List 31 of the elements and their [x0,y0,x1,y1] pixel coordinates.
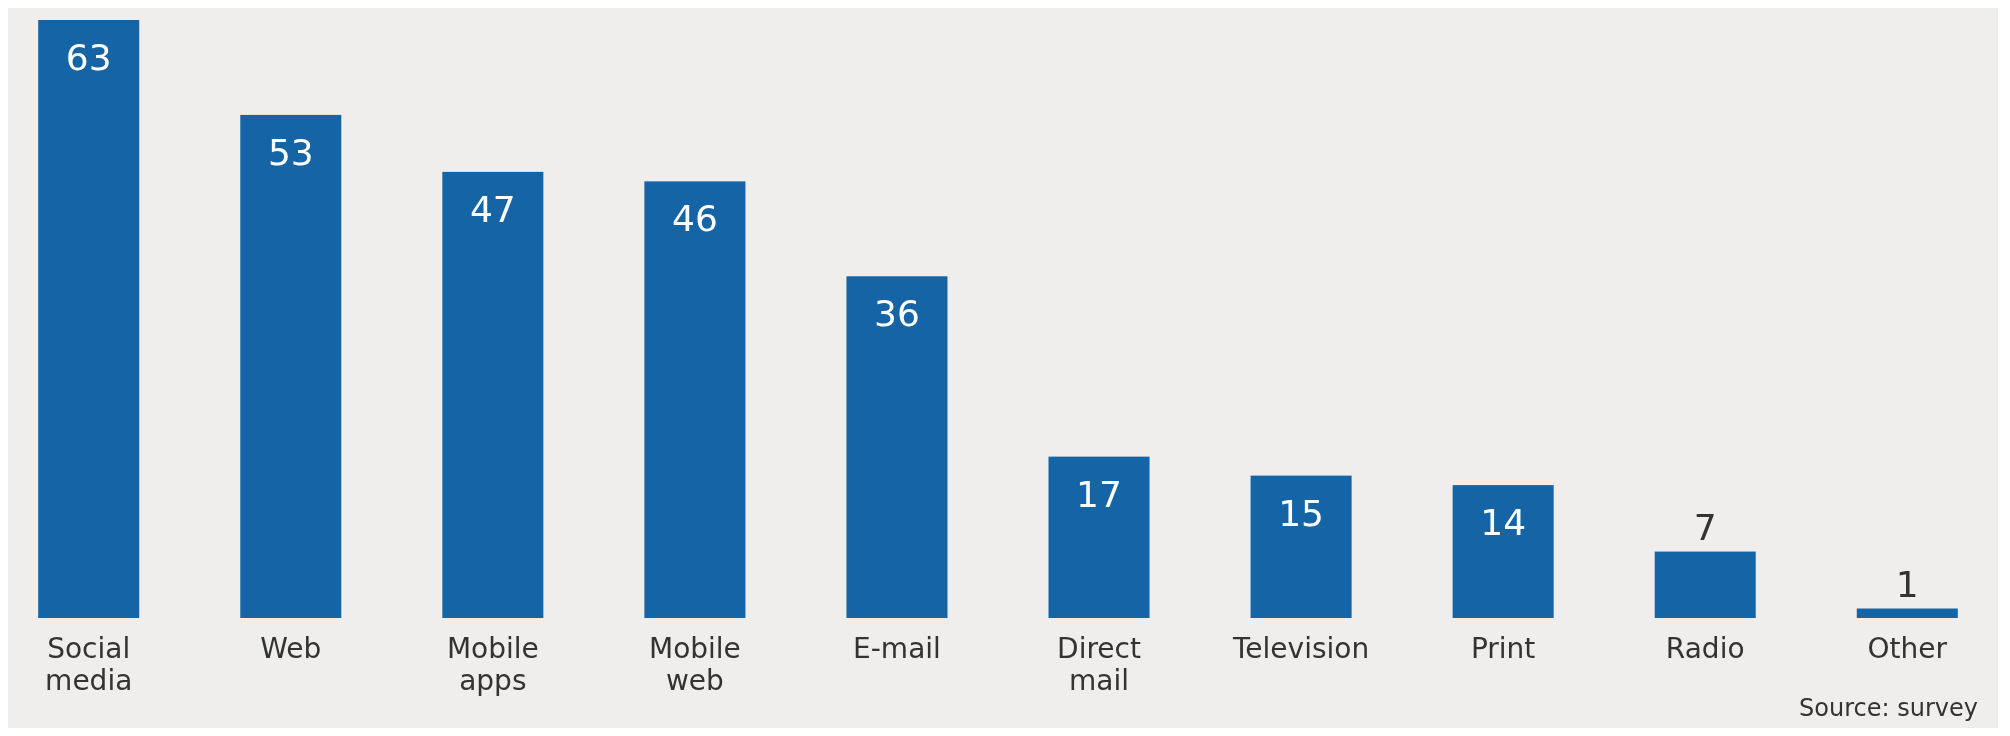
x-tick-label: Print [1470,632,1536,665]
data-label: 1 [1895,563,1919,605]
data-label: 47 [469,188,516,230]
bar [240,114,342,618]
x-tick-label: Mobile apps [446,632,539,697]
data-label: 15 [1278,492,1324,534]
bar [442,171,544,618]
bar [1250,475,1352,618]
data-label: 46 [672,198,718,240]
bar [38,20,140,618]
x-tick-label: Direct mail [1057,632,1141,697]
data-label: 36 [874,293,920,335]
x-tick-label: E-mail [853,632,941,665]
bar [1856,608,1958,618]
bar [644,181,746,618]
bar [1654,551,1756,618]
x-tick-label: Web [260,632,322,665]
data-label: 14 [1480,502,1527,544]
x-tick-label: Television [1232,632,1370,665]
bar [1452,485,1554,618]
data-label: 63 [65,37,112,78]
x-tick-label: Other [1867,632,1948,665]
bar [1048,456,1150,618]
data-label: 53 [267,131,314,173]
bar [846,276,948,618]
x-tick-label: Social media [45,632,133,697]
x-tick-label: Mobile web [648,632,741,697]
source-note: Source: survey [1799,694,1978,722]
data-label: 17 [1076,473,1122,515]
data-label: 7 [1693,506,1717,548]
x-tick-label: Radio [1665,632,1745,665]
